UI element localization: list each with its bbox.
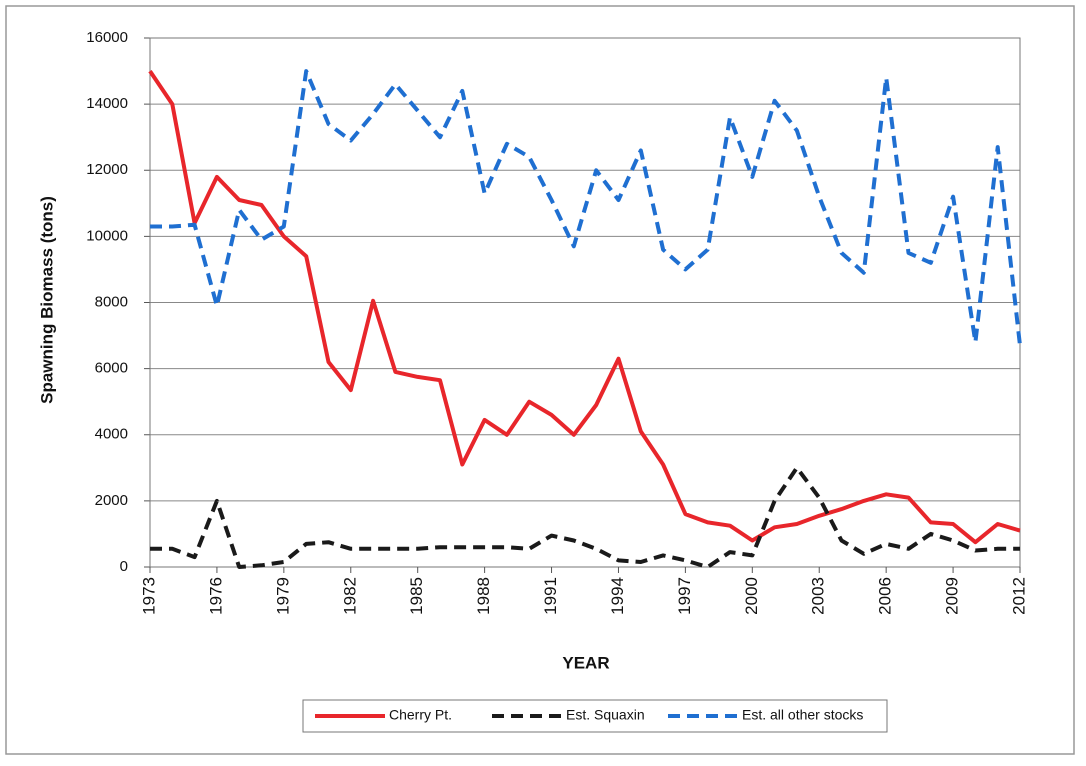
legend-label: Cherry Pt. xyxy=(389,707,452,723)
y-tick-label: 16000 xyxy=(86,29,128,46)
plot-border xyxy=(149,37,1021,568)
y-tick-label: 0 xyxy=(120,558,128,575)
y-tick-label: 2000 xyxy=(95,492,128,509)
x-tick-label: 1991 xyxy=(541,577,560,615)
x-tick-label: 1985 xyxy=(407,577,426,615)
x-tick-label: 1997 xyxy=(675,577,694,615)
x-tick-label: 2009 xyxy=(943,577,962,615)
legend-label: Est. Squaxin xyxy=(566,707,645,723)
y-tick-label: 8000 xyxy=(95,293,128,310)
y-tick-label: 6000 xyxy=(95,360,128,377)
x-axis-label: YEAR xyxy=(562,653,609,672)
legend-label: Est. all other stocks xyxy=(742,707,863,723)
series-line xyxy=(148,69,1021,545)
x-tick-label: 2000 xyxy=(742,577,761,615)
legend-box xyxy=(302,699,888,733)
y-tick-label: 14000 xyxy=(86,95,128,112)
y-tick-label: 10000 xyxy=(86,227,128,244)
series-line xyxy=(150,69,1022,346)
frame xyxy=(5,5,1075,755)
x-tick-label: 1994 xyxy=(608,577,627,615)
x-tick-label: 1973 xyxy=(139,577,158,615)
x-tick-label: 1976 xyxy=(206,577,225,615)
x-tick-label: 2006 xyxy=(876,577,895,615)
x-tick-label: 1979 xyxy=(273,577,292,615)
x-tick-label: 2012 xyxy=(1009,577,1028,615)
x-tick-label: 2003 xyxy=(809,577,828,615)
y-axis-label: Spawning Biomass (tons) xyxy=(37,196,56,404)
x-tick-label: 1988 xyxy=(474,577,493,615)
series-line xyxy=(150,465,1020,569)
y-tick-label: 12000 xyxy=(86,161,128,178)
x-tick-label: 1982 xyxy=(340,577,359,615)
y-tick-label: 4000 xyxy=(95,426,128,443)
